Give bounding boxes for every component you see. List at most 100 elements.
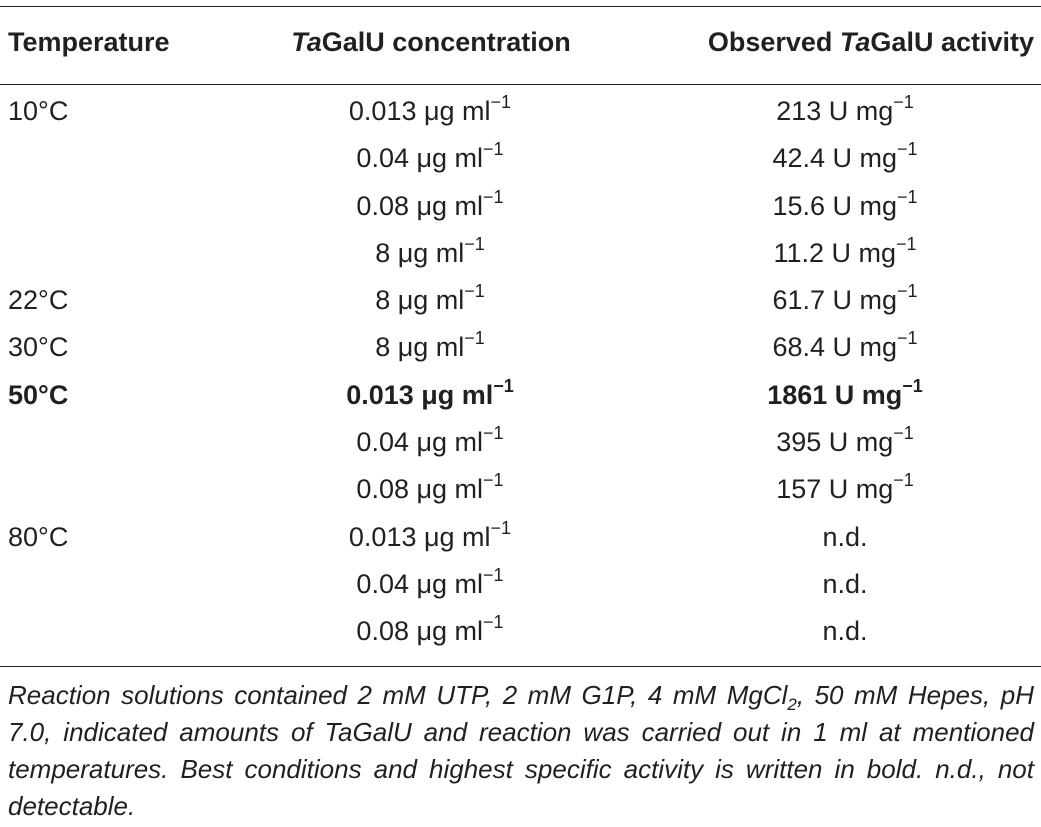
table-header-rule	[0, 84, 1041, 85]
cell-concentration: 0.08 μg ml−1	[230, 466, 630, 513]
concentration-value: 0.08 μg ml	[356, 190, 484, 221]
activity-exponent: −1	[902, 375, 923, 396]
header-activity-text: GalU activity	[870, 27, 1034, 57]
activity-exponent: −1	[897, 281, 918, 302]
table-row: 30°C 8 μg ml−1 68.4 U mg−1	[0, 324, 1041, 371]
table-row: 0.04 μg ml−1 n.d.	[0, 561, 1041, 608]
footnote-text-1: Reaction solutions contained 2 mM UTP, 2…	[8, 680, 788, 710]
concentration-exponent: −1	[493, 375, 514, 396]
header-concentration-text: GalU concentration	[321, 27, 571, 57]
concentration-exponent: −1	[483, 612, 504, 633]
table-row: 80°C 0.013 μg ml−1 n.d.	[0, 514, 1041, 561]
activity-value: 68.4 U mg	[772, 332, 898, 363]
cell-activity: 395 U mg−1	[660, 419, 1030, 466]
cell-temperature: 22°C	[8, 285, 69, 316]
cell-activity: 42.4 U mg−1	[660, 135, 1030, 182]
table-row: 50°C 0.013 μg ml−1 1861 U mg−1	[0, 372, 1041, 419]
table-bottom-rule	[0, 666, 1041, 667]
activity-exponent: −1	[897, 139, 918, 160]
concentration-exponent: −1	[483, 423, 504, 444]
cell-concentration: 0.08 μg ml−1	[230, 608, 630, 655]
header-activity-italic: Ta	[839, 27, 871, 57]
table-row: 0.08 μg ml−1 15.6 U mg−1	[0, 183, 1041, 230]
activity-value: 213 U mg	[776, 96, 894, 126]
table-row: 22°C 8 μg ml−1 61.7 U mg−1	[0, 277, 1041, 324]
table-row: 8 μg ml−1 11.2 U mg−1	[0, 230, 1041, 277]
activity-exponent: −1	[893, 423, 914, 444]
table-row: 0.04 μg ml−1 42.4 U mg−1	[0, 135, 1041, 182]
header-activity-prefix: Observed	[707, 27, 840, 57]
table-row: 0.08 μg ml−1 n.d.	[0, 608, 1041, 655]
concentration-exponent: −1	[483, 564, 504, 585]
activity-value: n.d.	[822, 521, 868, 552]
concentration-value: 0.04 μg ml	[356, 143, 484, 174]
concentration-exponent: −1	[464, 281, 485, 302]
cell-activity: 68.4 U mg−1	[660, 324, 1030, 371]
concentration-value: 0.04 μg ml	[356, 427, 484, 458]
activity-exponent: −1	[893, 470, 914, 491]
cell-concentration: 0.04 μg ml−1	[230, 419, 630, 466]
table-top-rule	[0, 6, 1041, 7]
cell-concentration: 8 μg ml−1	[230, 230, 630, 277]
concentration-value: 0.08 μg ml	[356, 616, 484, 647]
cell-concentration: 0.04 μg ml−1	[230, 135, 630, 182]
activity-value: 42.4 U mg	[772, 143, 898, 174]
concentration-exponent: −1	[490, 517, 512, 538]
concentration-exponent: −1	[464, 233, 485, 254]
cell-activity: n.d.	[660, 608, 1030, 655]
concentration-value: 0.013 μg ml	[348, 96, 491, 126]
cell-concentration: 0.013 μg ml−1	[230, 372, 630, 419]
cell-concentration: 8 μg ml−1	[230, 324, 630, 371]
concentration-value: 0.08 μg ml	[356, 474, 484, 505]
concentration-value: 0.013 μg ml	[346, 379, 494, 410]
cell-concentration: 0.013 μg ml−1	[230, 88, 630, 135]
activity-exponent: −1	[896, 233, 917, 254]
activity-exponent: −1	[897, 186, 918, 207]
cell-activity: 11.2 U mg−1	[660, 230, 1030, 277]
concentration-value: 8 μg ml	[375, 237, 465, 268]
activity-value: 15.6 U mg	[772, 190, 898, 221]
table-row: 0.08 μg ml−1 157 U mg−1	[0, 466, 1041, 513]
cell-activity: 213 U mg−1	[660, 88, 1030, 135]
cell-temperature: 50°C	[8, 379, 69, 410]
activity-value: 395 U mg	[776, 427, 894, 458]
concentration-exponent: −1	[483, 470, 504, 491]
header-concentration-italic: Ta	[291, 27, 322, 57]
activity-value: n.d.	[822, 568, 868, 599]
activity-value: 157 U mg	[776, 474, 894, 505]
table-row: 10°C 0.013 μg ml−1 213 U mg−1	[0, 88, 1041, 135]
header-activity: Observed TaGalU activity	[708, 22, 1034, 62]
cell-concentration: 0.04 μg ml−1	[230, 561, 630, 608]
cell-temperature: 80°C	[8, 521, 69, 552]
table-body: 10°C 0.013 μg ml−1 213 U mg−1 0.04 μg ml−1 4…	[0, 88, 1041, 656]
concentration-exponent: −1	[483, 139, 504, 160]
activity-value: n.d.	[822, 616, 868, 647]
footnote-subscript: 2	[787, 695, 797, 714]
footnote-text-2: , 50 mM Hepes, pH 7.0, indicated amounts…	[8, 680, 1034, 821]
cell-temperature: 10°C	[8, 96, 69, 126]
cell-concentration: 0.013 μg ml−1	[230, 514, 630, 561]
concentration-exponent: −1	[490, 92, 512, 112]
activity-exponent: −1	[897, 328, 918, 349]
cell-activity: 1861 U mg−1	[660, 372, 1030, 419]
activity-exponent: −1	[893, 92, 914, 112]
cell-concentration: 0.08 μg ml−1	[230, 183, 630, 230]
table-footnote: Reaction solutions contained 2 mM UTP, 2…	[8, 677, 1034, 825]
cell-activity: n.d.	[660, 561, 1030, 608]
cell-concentration: 8 μg ml−1	[230, 277, 630, 324]
cell-temperature: 30°C	[8, 332, 69, 363]
cell-activity: 61.7 U mg−1	[660, 277, 1030, 324]
concentration-value: 0.013 μg ml	[348, 521, 491, 552]
concentration-value: 0.04 μg ml	[356, 568, 484, 599]
activity-value: 61.7 U mg	[772, 285, 898, 316]
concentration-value: 8 μg ml	[375, 332, 465, 363]
cell-activity: n.d.	[660, 514, 1030, 561]
cell-activity: 15.6 U mg−1	[660, 183, 1030, 230]
concentration-value: 8 μg ml	[375, 285, 465, 316]
concentration-exponent: −1	[483, 186, 504, 207]
activity-value: 1861 U mg	[767, 379, 903, 410]
activity-value: 11.2 U mg	[773, 237, 897, 268]
concentration-exponent: −1	[464, 328, 485, 349]
cell-activity: 157 U mg−1	[660, 466, 1030, 513]
